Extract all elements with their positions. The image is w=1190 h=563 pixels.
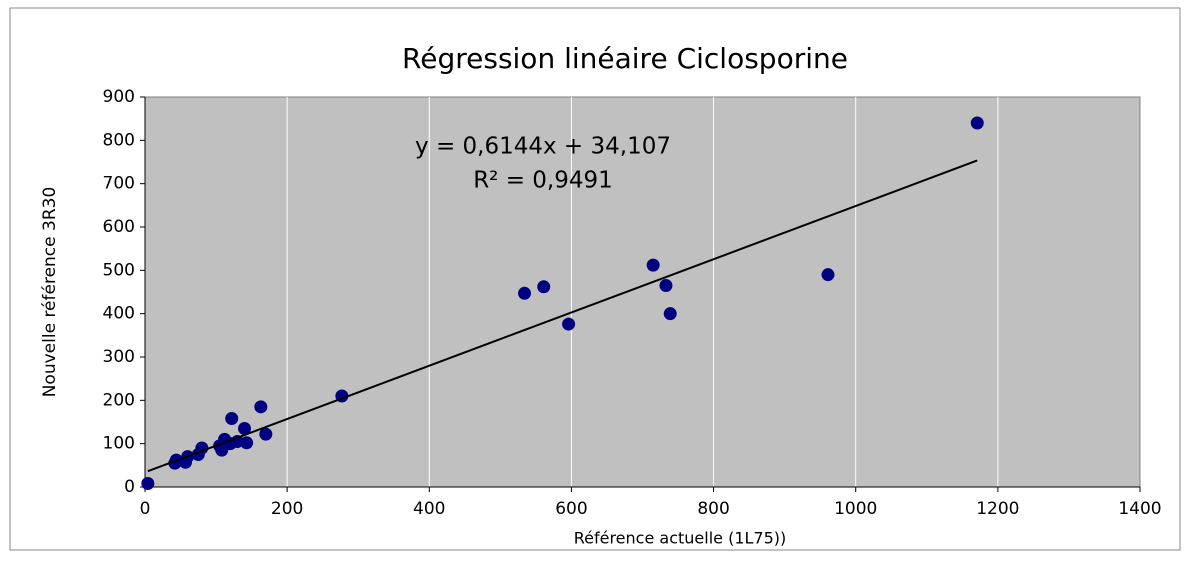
y-tick-label: 700 <box>103 174 135 194</box>
point <box>821 268 835 282</box>
point <box>646 258 660 272</box>
point <box>240 436 254 450</box>
point <box>141 477 155 491</box>
point <box>518 286 532 300</box>
x-tick-label: 600 <box>555 499 587 519</box>
x-tick-label: 1000 <box>834 499 877 519</box>
x-tick-label: 400 <box>413 499 445 519</box>
y-tick-label: 500 <box>103 260 135 280</box>
point <box>225 412 239 426</box>
x-tick-label: 0 <box>140 499 151 519</box>
x-axis-label: Référence actuelle (1L75)) <box>574 529 787 548</box>
y-tick-label: 0 <box>124 477 135 497</box>
point <box>562 317 576 331</box>
y-tick-label: 400 <box>103 304 135 324</box>
point <box>254 400 268 414</box>
y-axis-label: Nouvelle référence 3R30 <box>40 187 60 398</box>
y-tick-label: 300 <box>103 347 135 367</box>
x-tick-label: 200 <box>271 499 303 519</box>
y-tick-label: 200 <box>103 390 135 410</box>
trendline-equation: y = 0,6144x + 34,107 <box>415 134 671 160</box>
x-tick-label: 1200 <box>976 499 1019 519</box>
trendline-r2: R² = 0,9491 <box>473 168 613 194</box>
point <box>970 116 984 130</box>
point <box>659 279 673 292</box>
y-tick-label: 800 <box>103 130 135 150</box>
point <box>537 280 551 294</box>
y-tick-label: 900 <box>103 87 135 107</box>
x-tick-label: 800 <box>697 499 729 519</box>
point <box>238 422 251 435</box>
x-tick-label: 1400 <box>1118 499 1161 519</box>
trendline <box>147 159 978 473</box>
y-tick-label: 600 <box>103 217 135 237</box>
point <box>259 427 273 441</box>
point <box>663 307 677 321</box>
chart-title: Régression linéaire Ciclosporine <box>402 42 848 75</box>
y-tick-label: 100 <box>103 434 135 454</box>
